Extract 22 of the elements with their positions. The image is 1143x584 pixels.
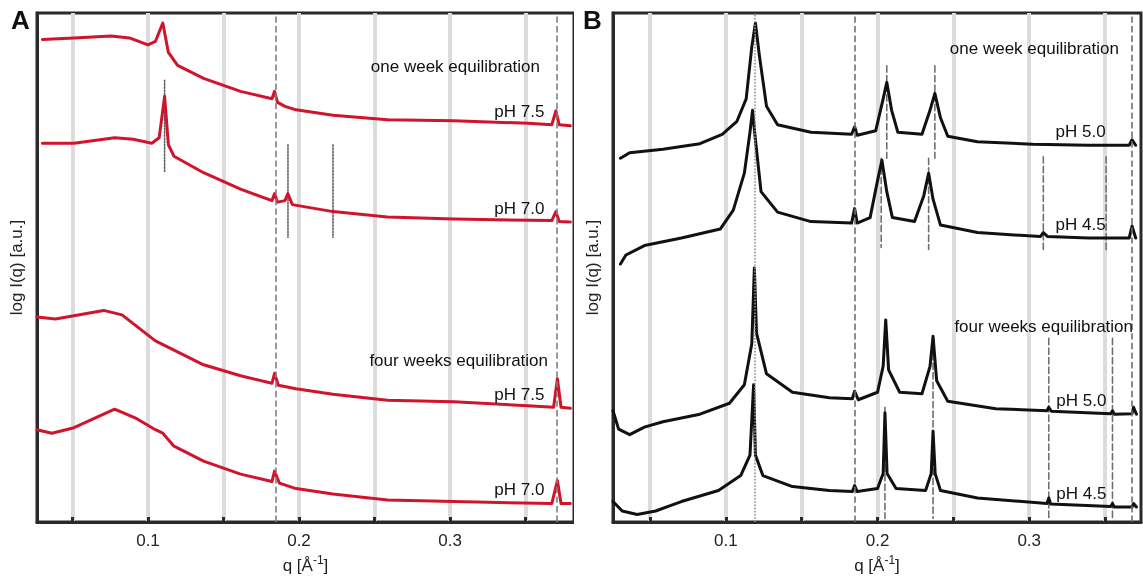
chart-title: A xyxy=(11,5,30,35)
x-tick-label: 0.2 xyxy=(865,531,890,550)
x-tick-label: 0.3 xyxy=(1017,531,1042,550)
annotation: one week equilibration xyxy=(370,57,540,76)
y-axis-title: log I(q) [a.u.] xyxy=(7,219,26,316)
x-tick-label: 0.2 xyxy=(287,531,311,550)
series-label: pH 4.5 xyxy=(1056,483,1107,503)
annotation: four weeks equilibration xyxy=(369,351,549,370)
annotation: four weeks equilibration xyxy=(954,317,1134,336)
annotation: one week equilibration xyxy=(949,39,1119,58)
chart-title: B xyxy=(583,5,602,35)
x-tick-label: 0.3 xyxy=(438,531,462,550)
series-label: pH 7.5 xyxy=(494,384,545,404)
series-label: pH 7.0 xyxy=(494,198,545,218)
series-label: pH 4.5 xyxy=(1055,214,1106,234)
series-label: pH 7.5 xyxy=(494,102,545,122)
series-label: pH 7.0 xyxy=(494,480,545,500)
x-tick-label: 0.1 xyxy=(136,531,160,550)
y-axis-title: log I(q) [a.u.] xyxy=(583,219,602,316)
x-tick-label: 0.1 xyxy=(714,531,738,550)
series-label: pH 5.0 xyxy=(1056,390,1107,410)
series-label: pH 5.0 xyxy=(1055,121,1106,141)
